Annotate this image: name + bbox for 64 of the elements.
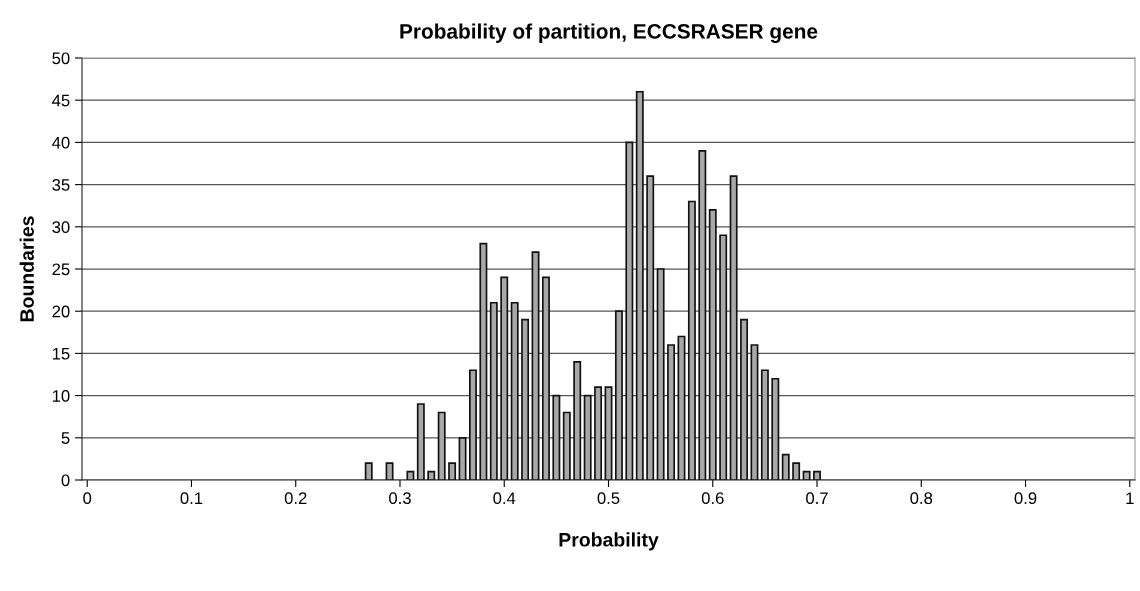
y-tick-label: 0 [61,474,70,487]
bar [594,386,603,480]
bar [469,369,477,480]
bar [479,242,488,480]
bar [406,470,415,480]
bar [385,462,394,480]
y-tick-label: 20 [52,305,70,318]
bar [708,209,717,480]
bar [448,462,457,480]
bar [729,175,738,480]
y-tick-label: 5 [61,432,70,444]
bar [458,436,467,480]
bar [500,276,509,480]
y-tick-label: 50 [52,52,70,65]
y-tick-label: 35 [52,179,70,191]
bar [489,301,498,480]
chart-title: Probability of partition, ECCSRASER gene [400,23,818,43]
x-tick-label: 0.2 [284,492,307,505]
bar [416,403,425,480]
y-tick-label: 45 [52,94,70,107]
bar [562,411,571,480]
bar [510,301,519,480]
bar [771,377,780,480]
bar [427,470,436,480]
bar [614,310,623,480]
x-tick-label: 1 [1126,492,1134,504]
bar [583,394,592,480]
x-tick-label: 0.7 [806,492,828,505]
y-tick-label: 25 [52,263,70,276]
bar [781,453,790,480]
x-tick-label: 0.6 [701,492,724,505]
x-axis-title: Probability [559,532,659,551]
bar [552,394,561,480]
bar [635,90,644,480]
bar [656,268,665,480]
bar [646,175,655,480]
bar [813,470,821,480]
y-axis-title: Boundaries [19,216,34,322]
bar [521,318,530,480]
bar [364,462,373,480]
bar [437,411,446,480]
bar [573,361,582,480]
bar [541,276,550,480]
x-tick-label: 0 [83,492,92,505]
y-tick-label: 40 [52,136,70,149]
bar [625,141,634,480]
x-tick-label: 0.4 [493,492,516,505]
x-tick-label: 0.5 [597,492,620,505]
x-tick-label: 0.8 [910,492,933,505]
bar [760,369,769,480]
bar [698,150,707,480]
bar [750,344,759,480]
x-tick-label: 0.3 [389,492,411,505]
bar [802,470,811,480]
x-tick-label: 0.9 [1014,492,1037,505]
bar [792,462,801,480]
bar [687,200,696,480]
y-tick-label: 30 [52,221,70,233]
bar [719,234,728,480]
bar [740,318,748,480]
y-tick-label: 15 [52,347,70,360]
y-tick-label: 10 [52,390,70,402]
x-tick-label: 0.1 [180,492,203,505]
bar [667,344,676,480]
